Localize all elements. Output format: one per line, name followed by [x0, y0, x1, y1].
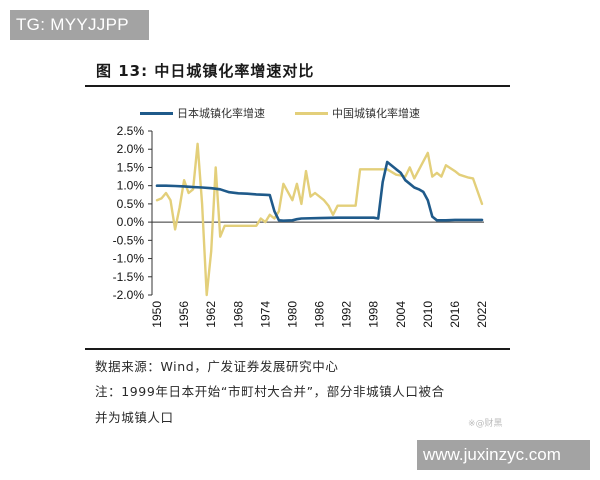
japan-series-line	[155, 160, 484, 222]
x-tick-label: 1980	[285, 301, 299, 328]
notes-divider	[85, 348, 510, 350]
chart-legend: 日本城镇化率增速 中国城镇化率增速	[140, 100, 450, 126]
legend-item-japan: 日本城镇化率增速	[140, 105, 265, 121]
y-tick-label: -0.5%	[113, 233, 145, 247]
x-tick-label: 1962	[204, 301, 218, 328]
y-tick-label: 2.0%	[117, 142, 145, 156]
y-axis: 2.5% 2.0% 1.5% 1.0% 0.5% 0.0% -0.5% -1.0% -1.5% -…	[113, 124, 153, 302]
x-axis: 1950 1956 1962 1968 1974 1980 1986 1992 1998 2004…	[150, 221, 489, 328]
x-tick-label: 1986	[313, 301, 327, 328]
footnote-line-1: 注：1999年日本开始“市町村大合并”，部分非城镇人口被合	[95, 384, 445, 399]
y-tick-label: -2.0%	[113, 288, 145, 302]
y-tick-label: 1.0%	[117, 179, 145, 193]
china-series-line	[155, 142, 484, 297]
y-tick-label: 0.5%	[117, 197, 145, 211]
figure-title: 图 13: 中日城镇化率增速对比	[96, 62, 315, 80]
y-tick-label: 0.0%	[117, 215, 145, 229]
x-tick-label: 1992	[340, 301, 354, 328]
legend-swatch-japan-icon	[140, 111, 173, 115]
title-divider	[85, 85, 510, 87]
legend-swatch-china-icon	[295, 111, 328, 115]
watermark-url: www.juxinzyc.com	[417, 440, 590, 470]
x-tick-label: 1950	[150, 301, 164, 328]
legend-label-china: 中国城镇化率增速	[332, 107, 420, 120]
x-tick-label: 1974	[258, 301, 272, 328]
x-tick-label: 2004	[394, 301, 408, 328]
y-tick-label: -1.0%	[113, 252, 145, 266]
footnote-line-2: 并为城镇人口	[95, 410, 174, 425]
y-tick-label: 1.5%	[117, 160, 145, 174]
x-tick-label: 1968	[231, 301, 245, 328]
x-tick-label: 1998	[367, 301, 381, 328]
weibo-watermark: ※@财黑	[468, 419, 503, 429]
x-tick-label: 2016	[448, 301, 462, 328]
y-tick-label: 2.5%	[117, 124, 145, 138]
x-tick-label: 1956	[177, 301, 191, 328]
x-tick-label: 2010	[421, 301, 435, 328]
data-source-note: 数据来源：Wind，广发证券发展研究中心	[95, 359, 339, 374]
y-tick-label: -1.5%	[113, 270, 145, 284]
watermark-tg: TG: MYYJJPP	[10, 10, 149, 40]
chart-series	[155, 142, 484, 297]
x-tick-label: 2022	[475, 301, 489, 328]
legend-label-japan: 日本城镇化率增速	[177, 107, 265, 120]
legend-item-china: 中国城镇化率增速	[295, 105, 420, 121]
